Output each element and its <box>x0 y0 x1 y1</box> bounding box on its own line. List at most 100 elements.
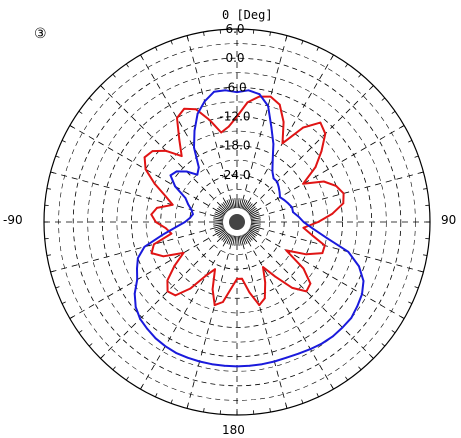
series-1-point <box>246 101 249 104</box>
inner-tick <box>213 219 224 222</box>
inner-tick <box>226 200 232 210</box>
series-1-point <box>314 166 317 169</box>
inner-tick <box>242 234 248 244</box>
series-1-point <box>322 180 325 183</box>
series-1-point <box>164 227 167 230</box>
outer-tick <box>370 355 374 359</box>
series-2-point <box>272 177 275 180</box>
series-2-point <box>196 112 199 115</box>
outer-tick <box>50 270 55 273</box>
inner-tick <box>250 219 261 222</box>
inner-tick <box>228 199 233 209</box>
series-2-point <box>174 185 177 188</box>
series-1-point <box>285 249 288 252</box>
inner-tick <box>215 227 225 233</box>
series-2-point <box>285 356 288 359</box>
angle-label-90: 90 <box>441 213 457 227</box>
outer-tick <box>400 125 405 128</box>
series-line-1 <box>143 95 345 307</box>
series-1-point <box>262 266 264 268</box>
series-1-point <box>176 117 178 119</box>
outer-tick <box>88 97 93 101</box>
series-2-point <box>261 363 263 366</box>
outer-tick <box>112 366 116 371</box>
inner-tick <box>234 198 237 209</box>
outer-tick <box>112 73 116 78</box>
series-1-point <box>230 287 233 290</box>
grid-spoke <box>255 232 405 319</box>
outer-tick <box>381 97 386 101</box>
series-1-point <box>170 232 173 235</box>
series-1-point <box>321 252 324 255</box>
inner-tick <box>249 227 259 233</box>
inner-tick <box>246 231 255 240</box>
series-2-point <box>154 337 157 340</box>
inner-tick <box>221 232 229 241</box>
inner-tick <box>217 229 226 237</box>
outer-tick <box>345 63 349 68</box>
radial-tick-labels: 6.0 0.0 -6.0 -12.0 -18.0 -24.0 <box>219 22 250 182</box>
series-1-point <box>305 253 308 256</box>
series-1-point <box>151 150 154 153</box>
series-1-point <box>331 212 334 215</box>
outer-tick <box>69 316 74 319</box>
inner-tick <box>243 201 250 211</box>
outer-tick <box>170 40 173 45</box>
inner-tick <box>241 199 246 209</box>
series-2-point <box>302 221 305 223</box>
outer-tick <box>285 404 288 409</box>
series-2-point <box>287 202 290 205</box>
grid-spoke <box>255 125 405 212</box>
series-1-point <box>291 287 294 289</box>
inner-tick <box>213 222 224 225</box>
outer-tick <box>408 140 413 143</box>
inner-tick <box>228 235 233 245</box>
inner-tick <box>213 225 224 229</box>
grid-spoke <box>247 54 334 204</box>
inner-tick <box>250 222 261 225</box>
inner-tick <box>247 230 256 238</box>
outer-tick <box>46 188 51 190</box>
series-1-point <box>248 291 251 294</box>
outer-tick <box>100 85 104 89</box>
outer-tick <box>203 408 205 413</box>
series-2-point <box>277 186 280 188</box>
outer-tick <box>100 355 104 359</box>
series-1-point <box>153 182 156 185</box>
series-1-point <box>342 192 345 195</box>
series-1-point <box>205 274 208 277</box>
outer-tick <box>186 35 189 40</box>
series-2-point <box>236 365 238 368</box>
inner-tick <box>221 203 229 212</box>
grid-ring <box>72 57 402 387</box>
series-1-point <box>278 103 281 106</box>
series-2-point <box>341 326 344 329</box>
grid-ring-minor <box>174 159 300 285</box>
outer-tick <box>55 286 60 289</box>
inner-tick <box>241 235 246 245</box>
outer-tick <box>331 385 334 390</box>
series-2-point <box>169 174 172 177</box>
series-2-point <box>137 257 139 259</box>
inner-tick <box>250 224 261 227</box>
inner-tick <box>249 211 259 217</box>
series-2-point <box>190 208 193 211</box>
series-2-point <box>136 267 138 270</box>
series-1-point <box>162 255 165 258</box>
series-1-point <box>323 244 326 247</box>
outer-tick <box>391 330 396 334</box>
series-2-point <box>198 360 201 363</box>
inner-tick <box>240 198 244 209</box>
inner-tick <box>214 213 224 218</box>
inner-tick <box>250 213 260 218</box>
inner-tick <box>244 202 252 211</box>
outer-tick <box>419 171 424 174</box>
series-2-point <box>134 306 137 308</box>
series-2-point <box>184 221 186 223</box>
inner-tick <box>218 206 227 214</box>
series-2-point <box>272 143 275 145</box>
series-1-point <box>166 290 169 293</box>
outer-tick <box>316 393 319 398</box>
grid-ring-minor <box>116 101 358 343</box>
series-2-point <box>143 245 146 248</box>
